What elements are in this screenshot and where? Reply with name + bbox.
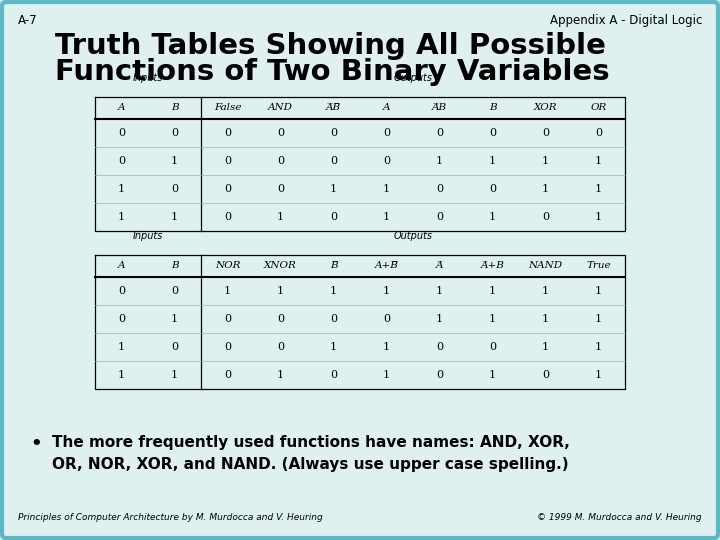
Text: A-7: A-7 [18,14,37,27]
Text: 1: 1 [489,156,496,166]
Text: 1: 1 [595,212,602,222]
Text: True: True [586,261,611,271]
Text: 0: 0 [277,342,284,352]
Text: 1: 1 [383,342,390,352]
Text: 1: 1 [171,314,178,324]
Text: A̅+B: A̅+B [480,261,505,271]
Text: 1: 1 [277,370,284,380]
Text: 1: 1 [383,184,390,194]
Text: Principles of Computer Architecture by M. Murdocca and V. Heuring: Principles of Computer Architecture by M… [18,513,323,522]
Text: 0: 0 [118,314,125,324]
Text: A: A [118,261,125,271]
Text: 0: 0 [330,156,337,166]
Text: 1: 1 [383,286,390,296]
Text: Truth Tables Showing All Possible: Truth Tables Showing All Possible [55,32,606,60]
Text: Inputs: Inputs [132,231,163,241]
Text: 1: 1 [118,184,125,194]
Text: 0: 0 [330,370,337,380]
Text: 0: 0 [277,314,284,324]
Text: 1: 1 [489,286,496,296]
Text: 1: 1 [595,342,602,352]
Text: A: A [383,104,390,112]
Text: 1: 1 [383,370,390,380]
Text: 0: 0 [436,212,443,222]
Text: 1: 1 [542,156,549,166]
Text: 1: 1 [489,370,496,380]
Text: 0: 0 [224,370,231,380]
Text: 1: 1 [595,314,602,324]
Text: 0: 0 [436,370,443,380]
Text: 0: 0 [224,212,231,222]
Text: NAND: NAND [528,261,562,271]
Text: 1: 1 [436,314,443,324]
Text: 0: 0 [171,184,178,194]
Text: 0: 0 [224,156,231,166]
Text: 0: 0 [436,128,443,138]
Text: B: B [489,104,496,112]
Text: 0: 0 [171,286,178,296]
Text: 0: 0 [224,342,231,352]
Text: 1: 1 [542,286,549,296]
Text: B: B [171,104,179,112]
Text: A: A [118,104,125,112]
Text: Functions of Two Binary Variables: Functions of Two Binary Variables [55,58,610,86]
Text: 1: 1 [171,370,178,380]
Text: 1: 1 [383,212,390,222]
Text: 1: 1 [330,286,337,296]
Text: 1: 1 [436,156,443,166]
Text: XNOR: XNOR [264,261,297,271]
Text: 0: 0 [489,128,496,138]
Text: 0: 0 [489,342,496,352]
Text: 0: 0 [436,184,443,194]
Text: •: • [30,435,42,453]
Text: 0: 0 [330,314,337,324]
Text: 0: 0 [118,128,125,138]
Text: © 1999 M. Murdocca and V. Heuring: © 1999 M. Murdocca and V. Heuring [537,513,702,522]
Text: A̅B̅: A̅B̅ [326,104,341,112]
Text: Outputs: Outputs [394,73,433,83]
Text: 0: 0 [330,128,337,138]
Text: NOR: NOR [215,261,240,271]
Text: 1: 1 [118,370,125,380]
Text: 1: 1 [277,286,284,296]
Text: False: False [214,104,241,112]
Text: 0: 0 [383,128,390,138]
Text: 0: 0 [277,128,284,138]
Text: 0: 0 [383,314,390,324]
Text: 1: 1 [595,370,602,380]
Text: 1: 1 [542,184,549,194]
Text: 0: 0 [489,184,496,194]
Text: 0: 0 [224,184,231,194]
Text: The more frequently used functions have names: AND, XOR,: The more frequently used functions have … [52,435,570,450]
Text: 0: 0 [383,156,390,166]
Text: AND: AND [268,104,293,112]
Text: B: B [171,261,179,271]
Text: 0: 0 [224,314,231,324]
Text: 1: 1 [542,342,549,352]
Text: 0: 0 [595,128,602,138]
Text: 0: 0 [118,286,125,296]
Text: A̅: A̅ [436,261,444,271]
Text: 0: 0 [171,128,178,138]
Text: 1: 1 [224,286,231,296]
Text: 1: 1 [171,212,178,222]
Text: A+B̅: A+B̅ [374,261,398,271]
Text: 1: 1 [277,212,284,222]
Text: 0: 0 [277,156,284,166]
Text: OR: OR [590,104,607,112]
Text: A̅B: A̅B [432,104,447,112]
Text: B̅: B̅ [330,261,337,271]
Text: Appendix A - Digital Logic: Appendix A - Digital Logic [549,14,702,27]
Text: 0: 0 [224,128,231,138]
Text: 1: 1 [118,342,125,352]
Text: 1: 1 [595,156,602,166]
Text: 0: 0 [171,342,178,352]
Text: 0: 0 [277,184,284,194]
Text: Inputs: Inputs [132,73,163,83]
Text: 1: 1 [330,184,337,194]
Text: 1: 1 [118,212,125,222]
Text: 0: 0 [542,128,549,138]
Text: 1: 1 [595,184,602,194]
Text: 1: 1 [489,314,496,324]
